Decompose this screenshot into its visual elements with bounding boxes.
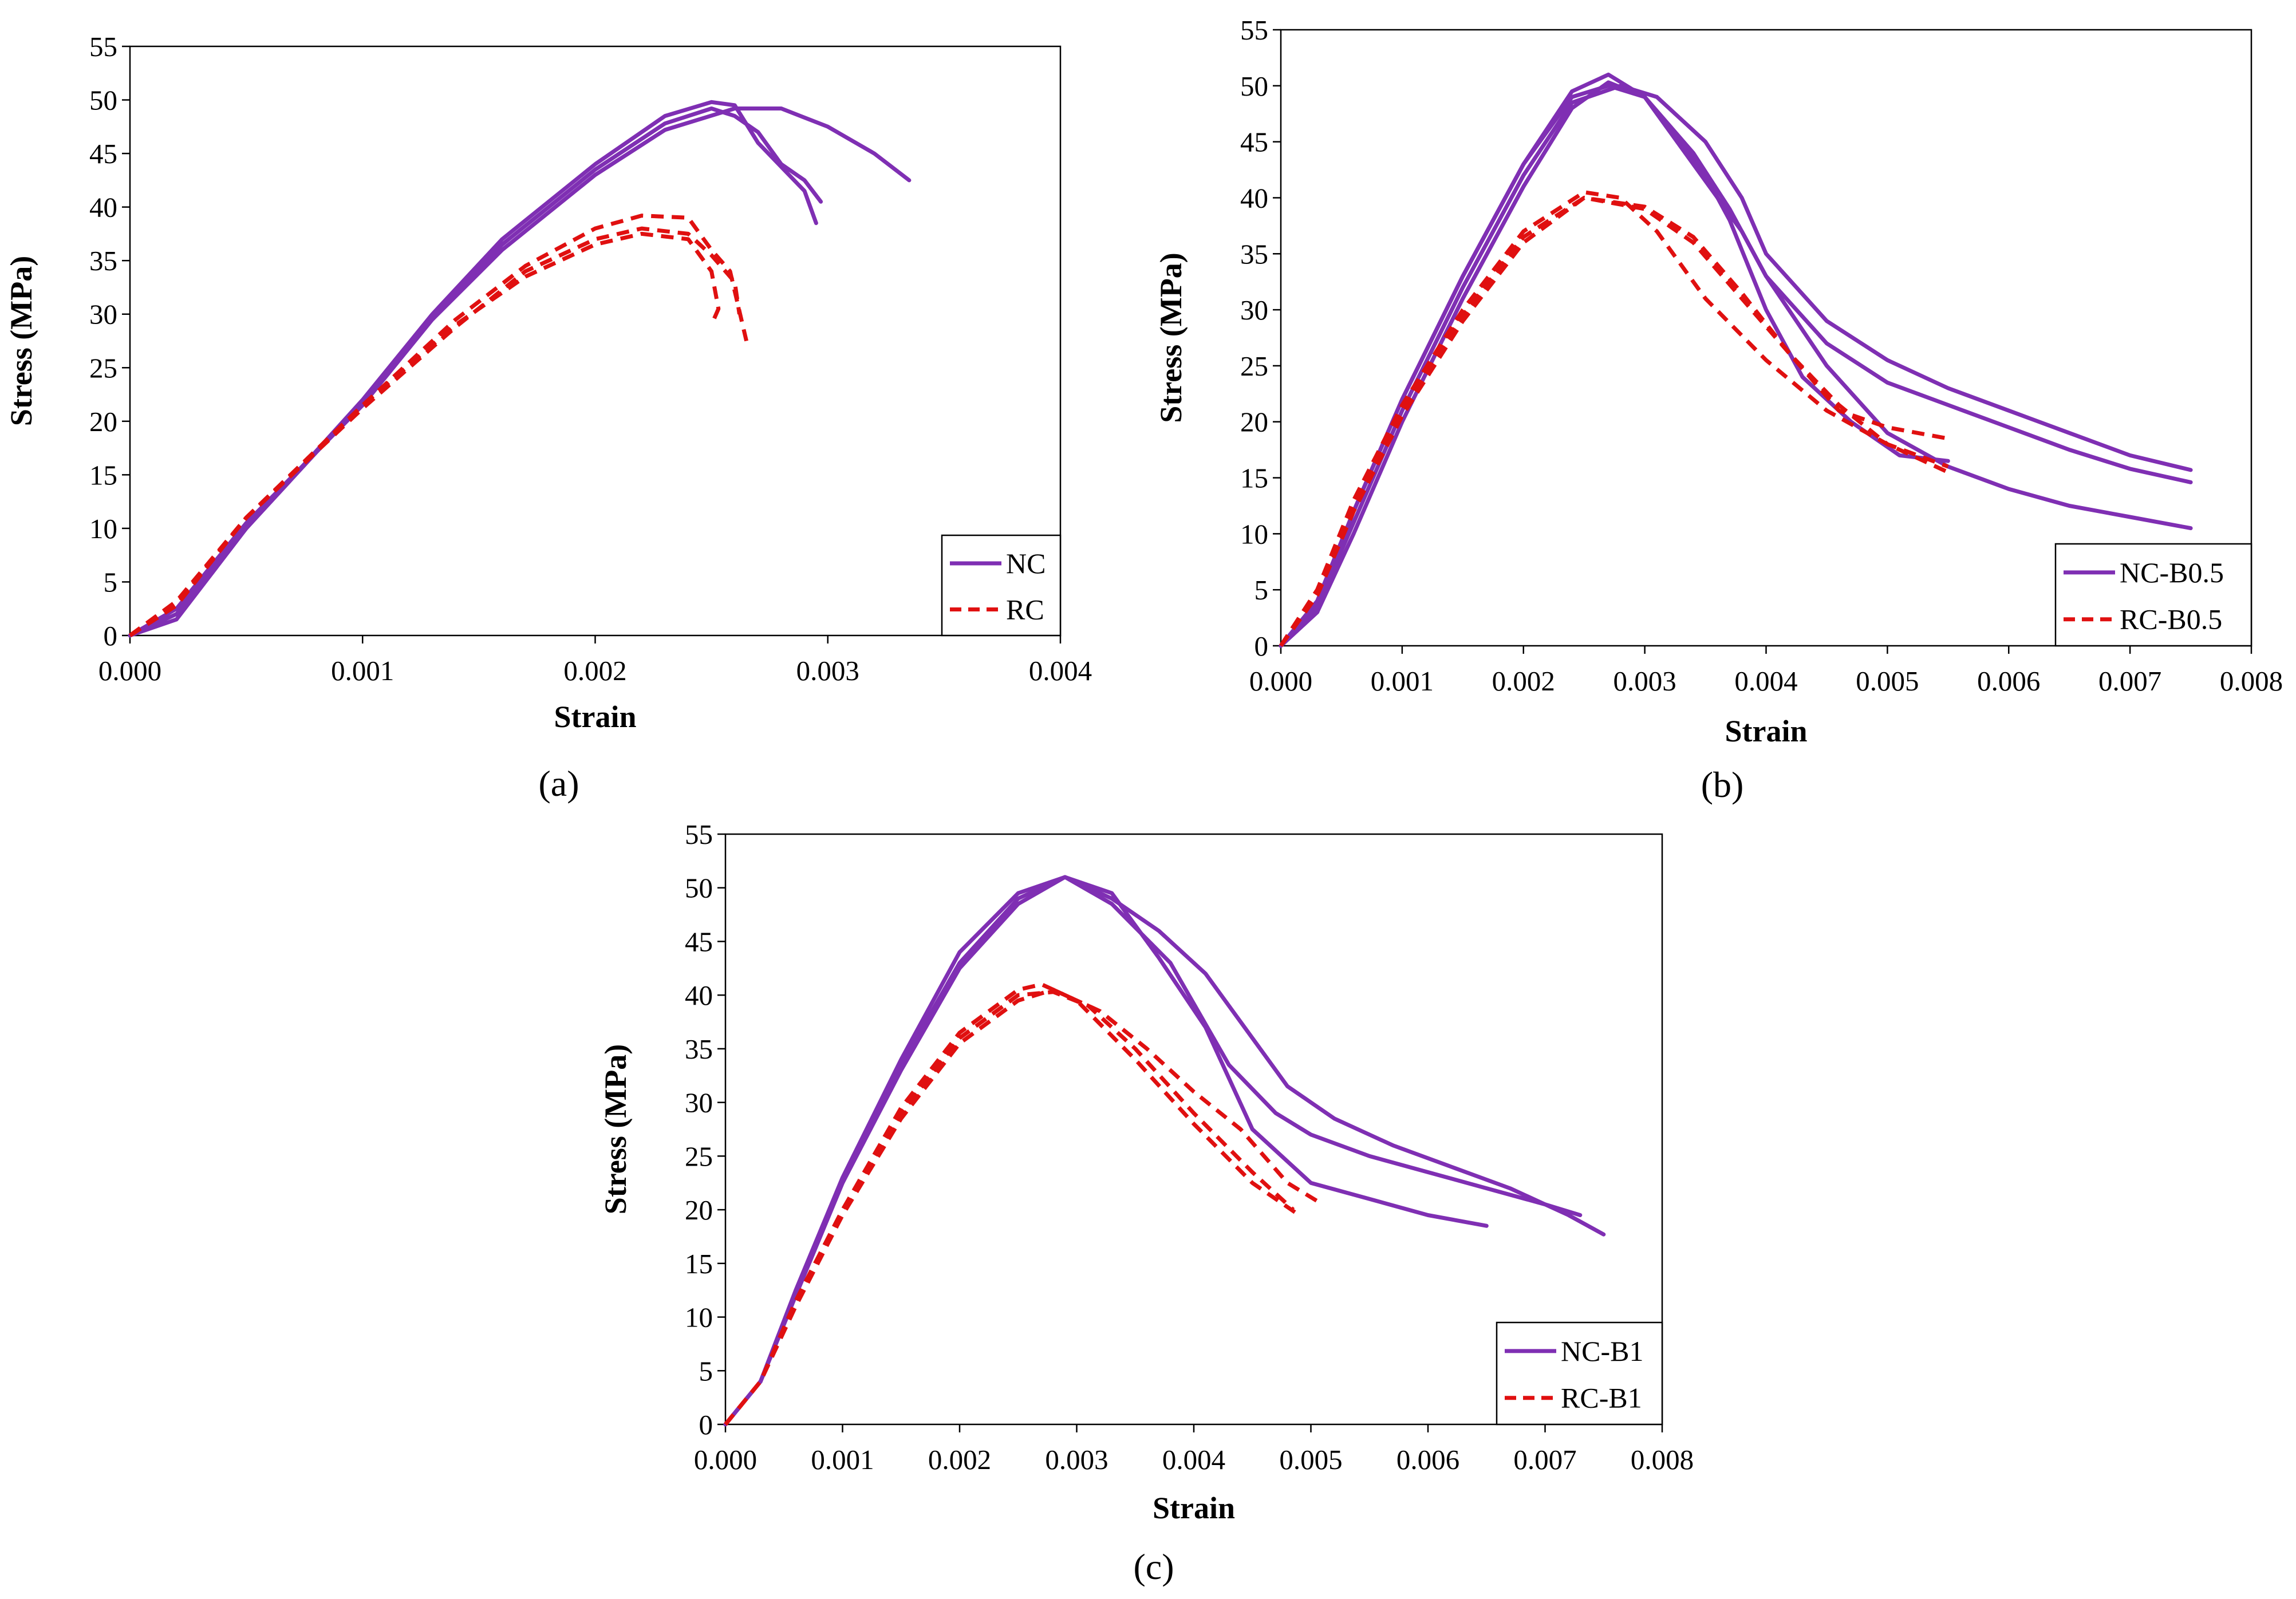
y-tick-label: 5 xyxy=(1254,574,1269,606)
legend-label: NC xyxy=(1006,547,1046,579)
x-tick-label: 0.001 xyxy=(811,1444,874,1475)
y-tick-label: 20 xyxy=(1240,406,1268,438)
x-tick-label: 0.002 xyxy=(563,655,626,686)
x-tick-label: 0.008 xyxy=(2220,665,2283,697)
series-line-rc xyxy=(129,226,741,637)
y-tick-label: 30 xyxy=(685,1087,713,1119)
y-tick-label: 40 xyxy=(685,980,713,1011)
x-axis-label: Strain xyxy=(1725,714,1807,748)
y-tick-label: 40 xyxy=(89,192,117,223)
y-tick-label: 45 xyxy=(89,138,117,169)
x-tick-label: 0.002 xyxy=(1492,665,1555,697)
y-tick-label: 10 xyxy=(89,513,117,544)
y-tick-label: 0 xyxy=(1254,630,1269,662)
x-tick-label: 0.000 xyxy=(1249,665,1312,697)
y-tick-label: 30 xyxy=(89,299,117,330)
y-tick-label: 25 xyxy=(89,352,117,384)
x-axis-label: Strain xyxy=(1153,1491,1235,1525)
x-tick-label: 0.004 xyxy=(1734,665,1797,697)
y-tick-label: 10 xyxy=(685,1302,713,1333)
y-tick-label: 50 xyxy=(1240,70,1268,102)
y-tick-label: 45 xyxy=(685,926,713,957)
y-tick-label: 50 xyxy=(89,85,117,116)
series-line-rc-b1 xyxy=(724,988,1324,1426)
x-tick-label: 0.005 xyxy=(1279,1444,1342,1475)
y-tick-label: 10 xyxy=(1240,518,1268,550)
y-tick-label: 20 xyxy=(685,1194,713,1226)
series-line-nc-b0-5 xyxy=(1279,80,2193,648)
series-line-nc-b1 xyxy=(723,875,1606,1427)
legend-label: NC-B1 xyxy=(1561,1335,1643,1367)
y-tick-label: 15 xyxy=(1240,463,1268,494)
x-tick-label: 0.008 xyxy=(1631,1444,1694,1475)
series-line-rc-b0-5 xyxy=(1279,196,1949,648)
x-tick-label: 0.004 xyxy=(1162,1444,1225,1475)
y-axis-label: Stress (MPa) xyxy=(1154,252,1188,423)
series-line-nc xyxy=(128,106,823,638)
y-tick-label: 35 xyxy=(1240,238,1268,270)
y-axis-label: Stress (MPa) xyxy=(598,1044,633,1214)
legend-label: RC xyxy=(1006,594,1044,626)
x-tick-label: 0.003 xyxy=(796,655,859,686)
y-axis-label: Stress (MPa) xyxy=(4,256,38,426)
y-tick-label: 35 xyxy=(685,1033,713,1065)
x-tick-label: 0.007 xyxy=(1513,1444,1576,1475)
series-line-rc-b0-5 xyxy=(1279,190,1949,647)
y-tick-label: 25 xyxy=(685,1140,713,1172)
series-line-nc-b0-5 xyxy=(1279,84,2193,648)
x-tick-label: 0.003 xyxy=(1045,1444,1108,1475)
x-tick-label: 0.006 xyxy=(1977,665,2040,697)
y-tick-label: 55 xyxy=(685,819,713,850)
series-line-rc-b1 xyxy=(724,982,1300,1426)
y-tick-label: 5 xyxy=(104,566,118,598)
legend-label: NC-B0.5 xyxy=(2120,556,2224,589)
y-tick-label: 0 xyxy=(699,1409,713,1440)
y-tick-label: 45 xyxy=(1240,127,1268,158)
y-tick-label: 15 xyxy=(89,459,117,491)
x-tick-label: 0.006 xyxy=(1396,1444,1459,1475)
series-line-nc xyxy=(128,106,912,638)
legend-label: RC-B0.5 xyxy=(2120,603,2222,635)
x-tick-label: 0.000 xyxy=(694,1444,757,1475)
y-tick-label: 25 xyxy=(1240,350,1268,382)
legend-label: RC-B1 xyxy=(1561,1382,1642,1414)
y-tick-label: 0 xyxy=(104,620,118,652)
x-tick-label: 0.005 xyxy=(1856,665,1919,697)
chart-panel-b: 0 5 10 15 20 25 30 35 40 45 50 55 0.000 0.001 0.002 0.0… xyxy=(1154,14,2283,805)
panel-label: (a) xyxy=(538,763,579,804)
panel-label: (c) xyxy=(1133,1546,1174,1587)
x-tick-label: 0.001 xyxy=(331,655,394,686)
x-tick-label: 0.007 xyxy=(2098,665,2161,697)
legend-box xyxy=(941,534,1062,637)
chart-panel-c: 0 5 10 15 20 25 30 35 40 45 50 55 0.000 0.001 0.002 0.0… xyxy=(598,819,1694,1587)
x-tick-label: 0.004 xyxy=(1029,655,1092,686)
y-tick-label: 20 xyxy=(89,406,117,437)
chart-panel-a: 0 5 10 15 20 25 30 35 40 45 50 55 0.000 0.001 0.002 0.0… xyxy=(4,31,1092,804)
series-line-rc-b1 xyxy=(724,990,1295,1426)
x-tick-label: 0.000 xyxy=(98,655,161,686)
x-tick-label: 0.002 xyxy=(928,1444,991,1475)
x-tick-label: 0.003 xyxy=(1613,665,1676,697)
series-line-nc-b0-5 xyxy=(1279,84,2193,648)
y-tick-label: 55 xyxy=(89,31,117,62)
x-tick-label: 0.001 xyxy=(1371,665,1434,697)
y-tick-label: 40 xyxy=(1240,182,1268,214)
y-tick-label: 15 xyxy=(685,1248,713,1280)
x-axis-label: Strain xyxy=(554,700,636,734)
legend-box xyxy=(2054,543,2252,647)
y-tick-label: 5 xyxy=(699,1355,713,1387)
legend-box xyxy=(1496,1321,1663,1426)
panel-label: (b) xyxy=(1701,764,1744,805)
y-tick-label: 50 xyxy=(685,872,713,904)
y-tick-label: 35 xyxy=(89,245,117,277)
y-tick-label: 55 xyxy=(1240,14,1268,46)
series-line-nc-b1 xyxy=(723,875,1583,1427)
y-tick-label: 30 xyxy=(1240,294,1268,326)
